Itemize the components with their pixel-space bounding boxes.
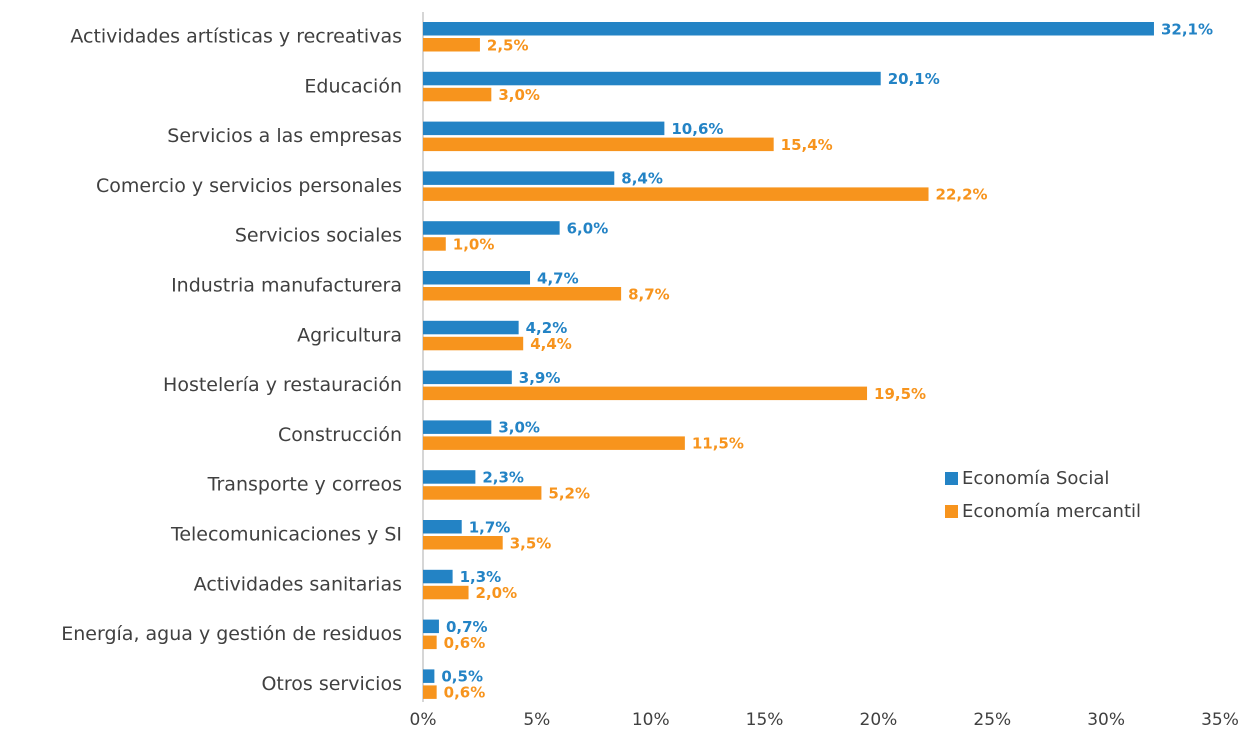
x-tick-label: 35% [1201,710,1239,730]
value-label: 1,3% [460,568,502,586]
legend-label: Economía mercantil [962,501,1141,522]
value-label: 3,5% [510,534,552,552]
bar [423,436,685,450]
bar [423,470,476,484]
x-tick-label: 25% [973,710,1011,730]
value-label: 3,0% [498,419,540,437]
legend-label: Economía Social [962,468,1109,489]
value-label: 6,0% [567,219,609,237]
bar [423,320,519,335]
y-tick-label: Actividades artísticas y recreativas [70,26,402,48]
bar [423,221,560,235]
y-tick-label: Comercio y servicios personales [96,175,402,197]
bar [423,585,469,600]
value-label: 5,2% [548,484,590,502]
x-tick-label: 15% [746,710,784,730]
value-label: 20,1% [888,70,940,88]
bar [423,187,929,201]
value-label: 2,5% [487,36,529,54]
value-label: 4,2% [526,319,568,337]
bar [423,386,868,401]
y-tick-label: Otros servicios [261,673,402,695]
value-label: 2,3% [482,468,524,486]
value-label: 1,7% [469,518,511,536]
x-tick-label: 30% [1087,710,1125,730]
bar [423,520,462,534]
y-tick-label: Industria manufacturera [171,275,402,297]
y-tick-label: Educación [304,75,402,97]
value-label: 0,5% [441,668,483,686]
y-tick-label: Telecomunicaciones y SI [170,524,402,546]
bar [423,420,492,434]
bar [423,287,622,301]
y-tick-label: Transporte y correos [207,474,402,496]
bar [423,370,512,385]
y-tick-label: Hostelería y restauración [163,374,402,396]
bar [423,536,503,550]
value-label: 4,7% [537,269,579,287]
legend-swatch [945,505,958,518]
value-label: 32,1% [1161,20,1213,38]
y-tick-label: Servicios a las empresas [167,125,402,147]
value-label: 0,7% [446,618,488,636]
bar [423,271,531,285]
y-tick-label: Agricultura [297,324,402,346]
value-label: 8,7% [628,285,670,303]
value-label: 0,6% [444,684,486,702]
y-tick-label: Servicios sociales [235,225,402,247]
value-label: 11,5% [692,435,744,453]
bar [423,569,453,584]
bar [423,38,480,52]
bar [423,87,492,102]
value-label: 3,0% [498,86,540,104]
bar [423,171,615,185]
x-tick-label: 5% [523,710,550,730]
bar [423,619,439,634]
bar [423,685,437,699]
bar [423,237,446,251]
value-label: 10,6% [671,120,723,138]
value-label: 22,2% [936,186,988,204]
value-label: 1,0% [453,235,495,253]
bar [423,486,542,500]
bar [423,635,437,650]
bar [423,22,1154,36]
y-tick-label: Construcción [278,424,402,446]
bar [423,336,524,351]
x-tick-label: 10% [632,710,670,730]
legend-swatch [945,472,958,485]
bar [423,121,665,136]
x-tick-label: 20% [860,710,898,730]
value-label: 19,5% [874,385,926,403]
value-label: 2,0% [476,584,518,602]
y-tick-label: Energía, agua y gestión de residuos [61,623,402,645]
bar [423,137,774,152]
value-label: 8,4% [621,170,663,188]
value-label: 0,6% [444,634,486,652]
bar [423,71,881,86]
y-tick-label: Actividades sanitarias [194,573,402,595]
x-tick-label: 0% [410,710,437,730]
value-label: 4,4% [530,335,572,353]
value-label: 3,9% [519,369,561,387]
value-label: 15,4% [781,136,833,154]
bar [423,669,435,683]
